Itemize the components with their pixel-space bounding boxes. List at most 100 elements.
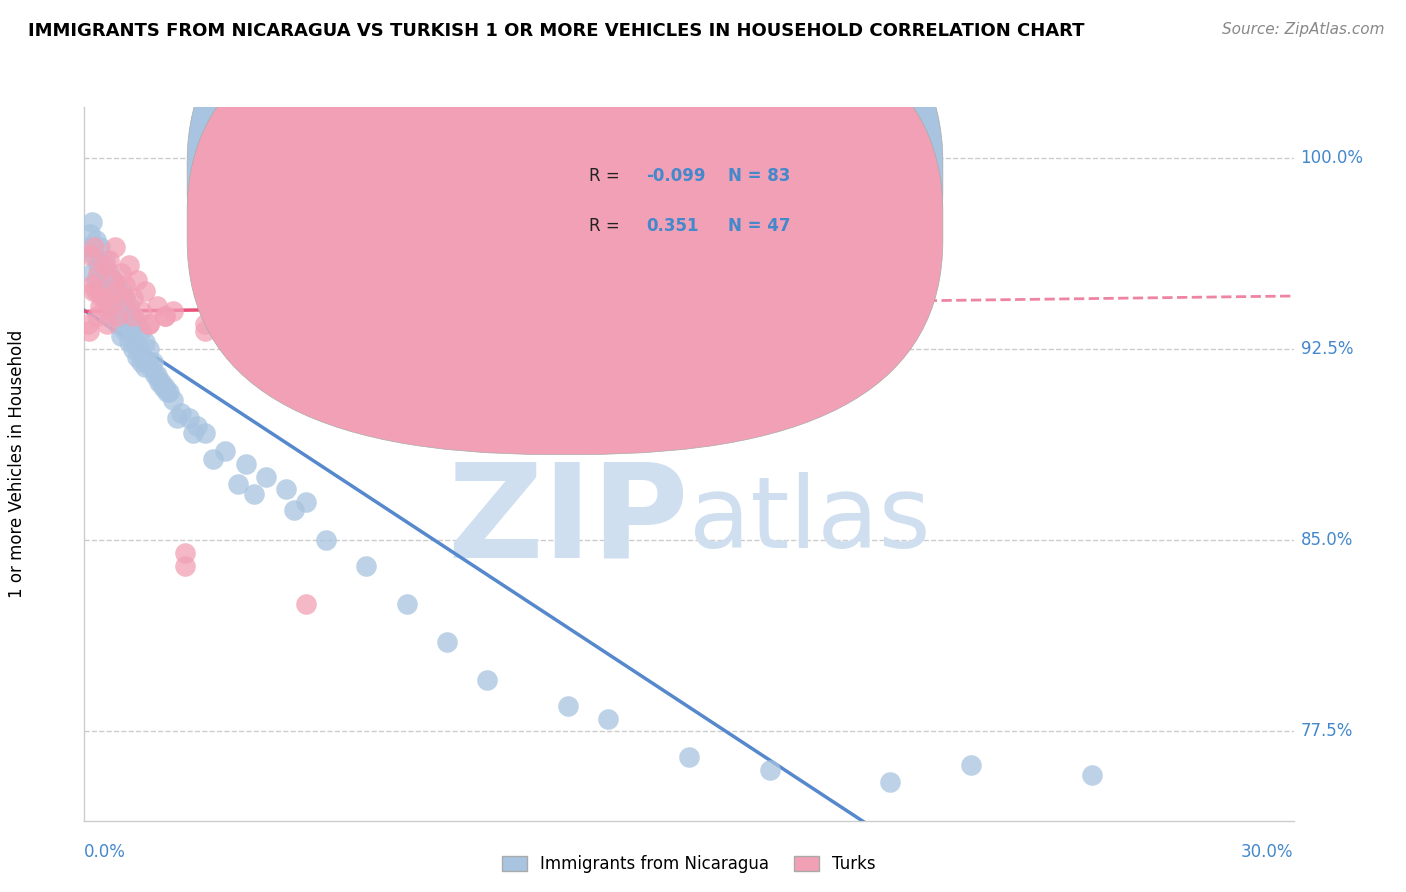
Point — [315, 533, 337, 548]
Point — [125, 273, 148, 287]
Point — [121, 342, 143, 356]
Point — [254, 469, 277, 483]
Point — [356, 558, 378, 573]
Point — [111, 309, 134, 323]
Point — [118, 258, 141, 272]
FancyBboxPatch shape — [187, 0, 943, 455]
Point — [138, 317, 160, 331]
Point — [83, 240, 105, 254]
Point — [86, 309, 108, 323]
Point — [135, 355, 157, 369]
Legend: Immigrants from Nicaragua, Turks: Immigrants from Nicaragua, Turks — [495, 849, 883, 880]
Text: 0.351: 0.351 — [647, 218, 699, 235]
Point — [174, 546, 197, 560]
Point — [153, 380, 176, 394]
Point — [678, 750, 700, 764]
Point — [477, 673, 499, 688]
Point — [100, 284, 122, 298]
Point — [121, 291, 143, 305]
Point — [82, 215, 104, 229]
Point — [157, 385, 180, 400]
Point — [156, 385, 179, 400]
Point — [879, 775, 901, 789]
Point — [148, 376, 170, 390]
Point — [114, 291, 136, 305]
Point — [86, 284, 108, 298]
Point — [162, 393, 184, 408]
Point — [97, 252, 120, 267]
Point — [235, 291, 257, 305]
Point — [174, 558, 197, 573]
Point — [166, 411, 188, 425]
Point — [181, 426, 204, 441]
Text: 30.0%: 30.0% — [1241, 843, 1294, 861]
Point — [179, 411, 201, 425]
Point — [114, 278, 136, 293]
Point — [436, 635, 458, 649]
Point — [104, 240, 127, 254]
Text: ZIP: ZIP — [447, 458, 689, 584]
Point — [96, 278, 118, 293]
Point — [93, 252, 115, 267]
Point — [124, 334, 146, 349]
Point — [118, 334, 141, 349]
Point — [274, 483, 297, 497]
Text: R =: R = — [589, 168, 624, 186]
Point — [87, 266, 110, 280]
Point — [254, 309, 277, 323]
Text: 1 or more Vehicles in Household: 1 or more Vehicles in Household — [8, 330, 25, 598]
Point — [395, 597, 418, 611]
Point — [283, 502, 305, 516]
Point — [143, 368, 166, 382]
Point — [153, 309, 176, 323]
Point — [129, 304, 152, 318]
Point — [114, 291, 136, 305]
Point — [87, 258, 110, 272]
Point — [79, 248, 101, 262]
Point — [101, 273, 124, 287]
Point — [86, 233, 108, 247]
Text: N = 47: N = 47 — [728, 218, 790, 235]
Point — [101, 304, 124, 318]
Point — [202, 451, 225, 466]
Text: atlas: atlas — [689, 473, 931, 569]
Point — [152, 380, 174, 394]
Point — [598, 712, 620, 726]
Point — [110, 329, 132, 343]
Point — [134, 334, 156, 349]
Point — [79, 227, 101, 242]
Point — [83, 248, 105, 262]
Point — [134, 284, 156, 298]
Point — [86, 273, 108, 287]
Point — [295, 597, 318, 611]
Point — [114, 324, 136, 338]
Point — [89, 240, 111, 254]
Point — [214, 304, 236, 318]
Point — [235, 457, 257, 471]
Point — [82, 278, 104, 293]
Point — [138, 342, 160, 356]
Point — [186, 418, 208, 433]
Point — [128, 342, 150, 356]
Point — [77, 324, 100, 338]
Point — [162, 304, 184, 318]
Point — [194, 426, 217, 441]
Point — [146, 368, 169, 382]
Point — [153, 309, 176, 323]
Point — [91, 266, 114, 280]
Point — [105, 278, 128, 293]
Point — [170, 406, 193, 420]
Point — [194, 324, 217, 338]
Point — [105, 317, 128, 331]
Point — [125, 317, 148, 331]
Point — [142, 355, 165, 369]
Point — [121, 309, 143, 323]
Point — [101, 273, 124, 287]
Text: 100.0%: 100.0% — [1301, 149, 1364, 167]
Point — [96, 291, 118, 305]
Point — [129, 355, 152, 369]
Point — [96, 317, 118, 331]
Text: IMMIGRANTS FROM NICARAGUA VS TURKISH 1 OR MORE VEHICLES IN HOUSEHOLD CORRELATION: IMMIGRANTS FROM NICARAGUA VS TURKISH 1 O… — [28, 22, 1084, 40]
Text: -0.099: -0.099 — [647, 168, 706, 186]
Point — [100, 299, 122, 313]
